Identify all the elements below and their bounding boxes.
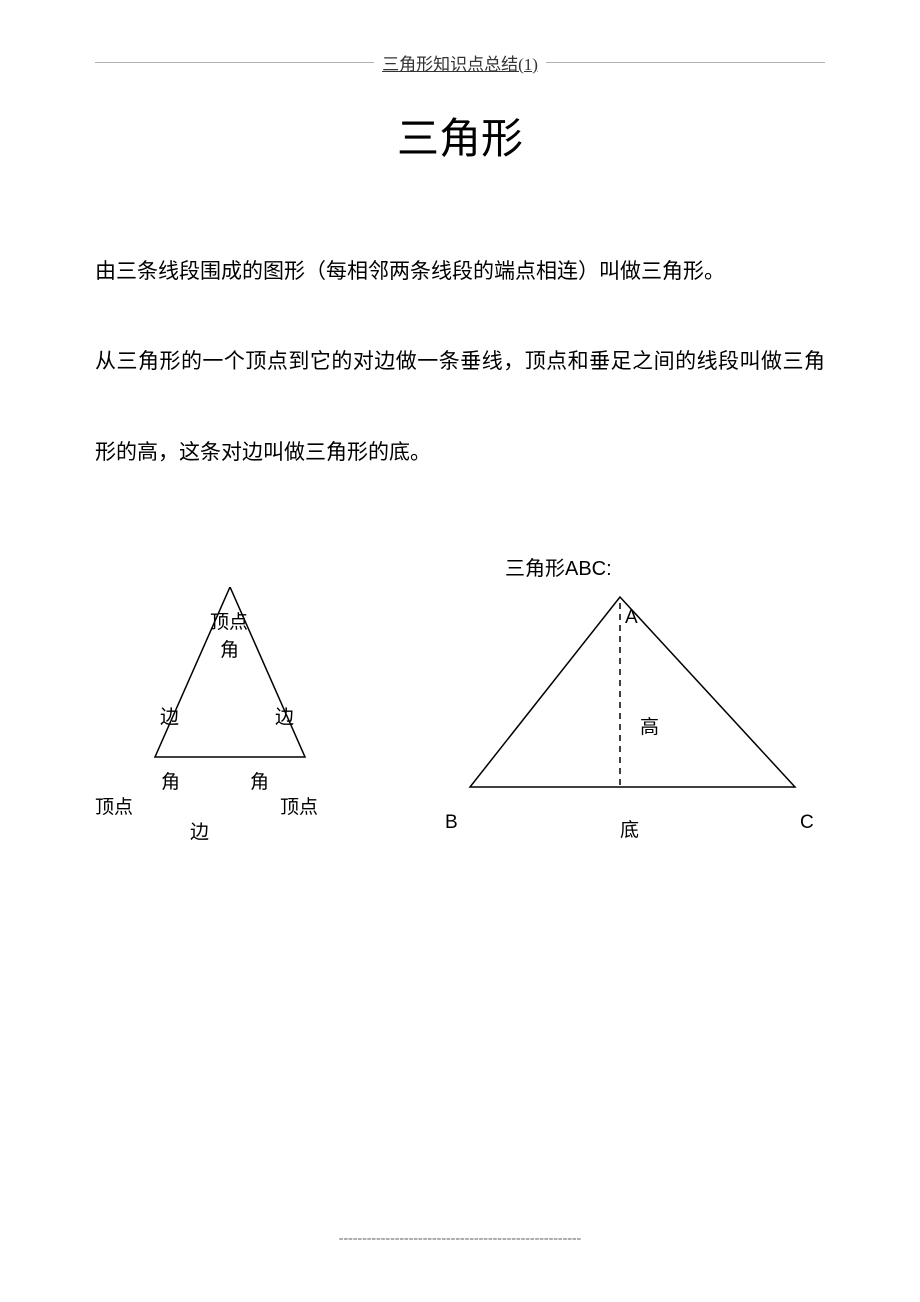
label-height: 高	[640, 712, 659, 739]
document-title: 三角形	[95, 105, 825, 166]
label-angle-left: 角	[161, 767, 180, 794]
label-vertex-b: B	[445, 812, 458, 834]
label-side-bottom: 边	[190, 817, 209, 844]
label-angle-top: 角	[220, 635, 239, 662]
diagram-row: 顶点 角 边 边 角 角 顶点 顶点 边 三角形ABC: A 高 B 底 C	[95, 557, 825, 877]
triangle-abc-diagram: 三角形ABC: A 高 B 底 C	[445, 557, 825, 847]
paragraph-2: 从三角形的一个顶点到它的对边做一条垂线，顶点和垂足之间的线段叫做三角形的高，这条…	[95, 316, 825, 497]
footer-separator: ----------------------------------------…	[339, 1231, 581, 1247]
header-rule-left	[95, 62, 374, 63]
label-vertex-a: A	[625, 607, 638, 629]
header-title: 三角形知识点总结(1)	[374, 50, 546, 75]
label-angle-right: 角	[250, 767, 269, 794]
label-vertex-c: C	[800, 812, 814, 834]
label-side-right: 边	[275, 702, 294, 729]
label-vertex-left: 顶点	[95, 792, 133, 819]
triangle-parts-diagram: 顶点 角 边 边 角 角 顶点 顶点 边	[95, 587, 395, 847]
label-vertex-top: 顶点	[210, 607, 248, 634]
header-rule-right	[546, 62, 825, 63]
label-vertex-right: 顶点	[280, 792, 318, 819]
label-base: 底	[620, 815, 639, 842]
page-header: 三角形知识点总结(1)	[95, 50, 825, 75]
triangle-abc-svg	[445, 567, 825, 827]
paragraph-1: 由三条线段围成的图形（每相邻两条线段的端点相连）叫做三角形。	[95, 226, 825, 316]
label-side-left: 边	[160, 702, 179, 729]
